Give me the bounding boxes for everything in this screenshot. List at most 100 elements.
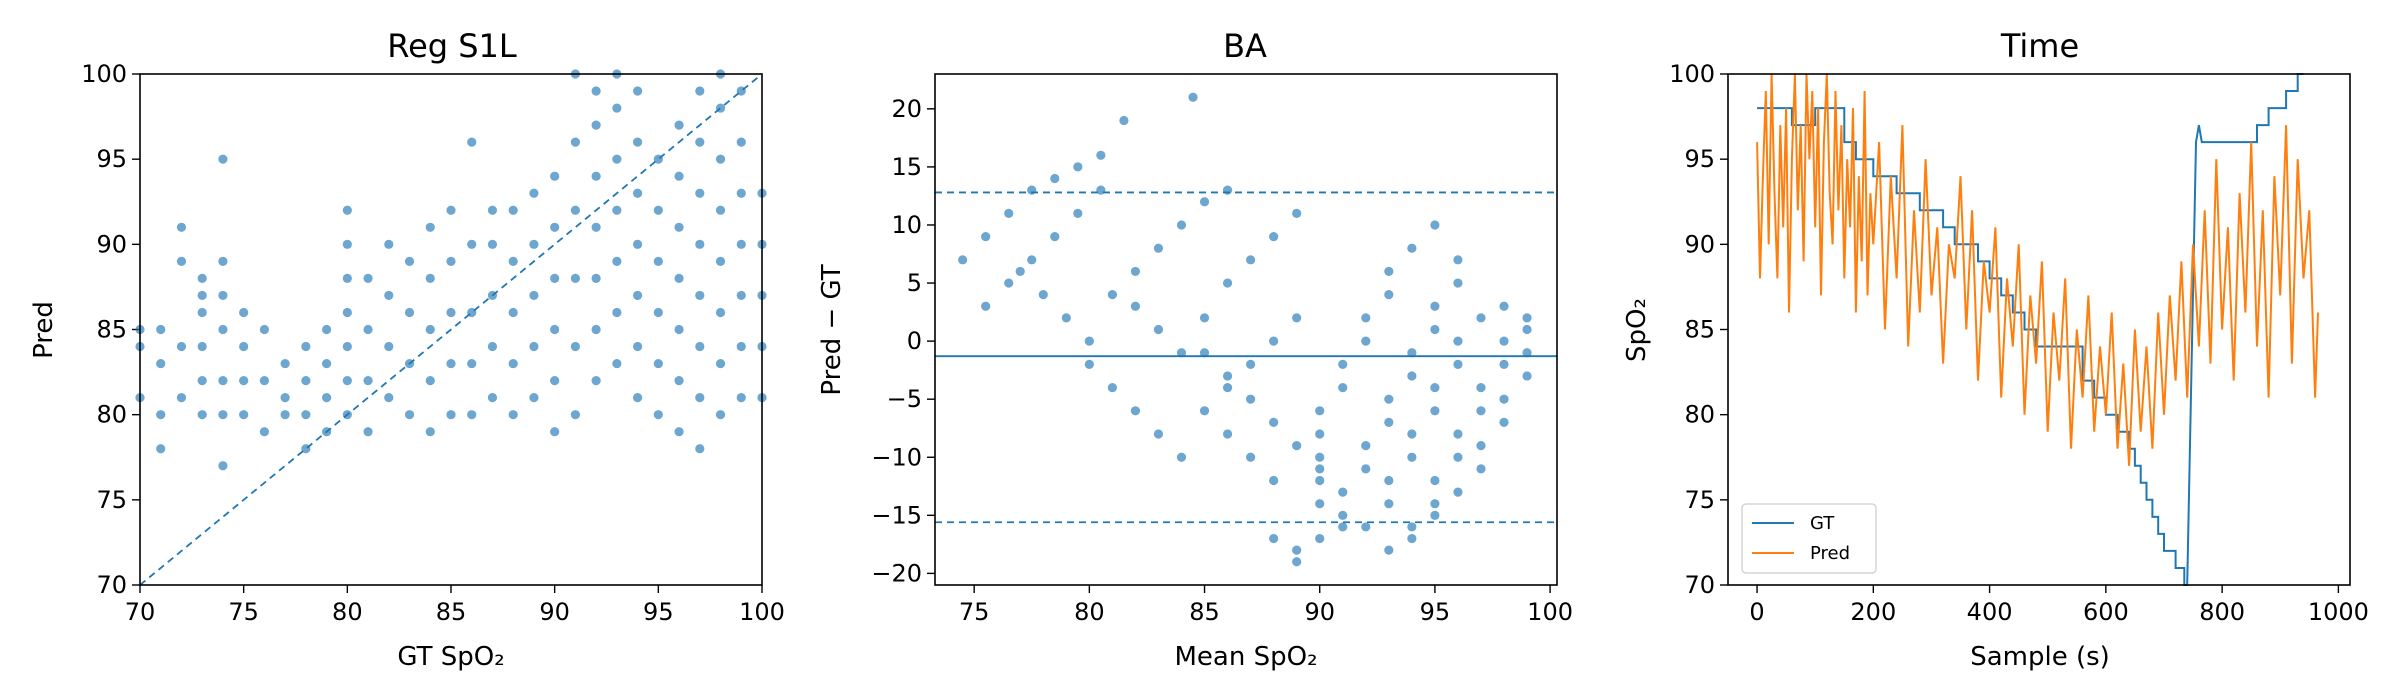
- scatter-point: [322, 427, 332, 437]
- scatter-point: [695, 137, 705, 147]
- y-tick-label: 85: [96, 316, 127, 344]
- scatter-point: [280, 393, 290, 403]
- scatter-point: [322, 324, 332, 335]
- y-tick-label: 85: [1684, 316, 1715, 344]
- y-tick-label: 0: [907, 327, 922, 355]
- scatter-point: [218, 256, 228, 266]
- scatter-point: [1222, 371, 1233, 381]
- scatter-point: [1430, 220, 1440, 230]
- scatter-point: [342, 205, 352, 215]
- y-tick-label: 95: [1684, 145, 1715, 173]
- scatter-point: [1361, 313, 1371, 323]
- scatter-point: [736, 341, 746, 352]
- scatter-point: [1315, 406, 1325, 416]
- scatter-point: [674, 376, 684, 386]
- scatter-point: [384, 239, 394, 249]
- scatter-point: [1176, 220, 1187, 230]
- scatter-point: [695, 188, 705, 198]
- scatter-point: [1050, 173, 1060, 184]
- scatter-point: [550, 273, 560, 283]
- scatter-point: [1246, 255, 1256, 265]
- scatter-point: [736, 393, 746, 403]
- scatter-point: [550, 171, 560, 181]
- scatter-point: [218, 290, 228, 301]
- scatter-point: [176, 222, 187, 232]
- scatter-point: [322, 358, 332, 369]
- scatter-point: [1430, 499, 1440, 509]
- scatter-point: [612, 256, 622, 266]
- scatter-point: [736, 290, 746, 301]
- scatter-point: [653, 358, 663, 369]
- y-tick-label: −10: [871, 443, 922, 471]
- scatter-point: [508, 410, 518, 420]
- scatter-point: [363, 376, 373, 386]
- scatter-point: [156, 358, 166, 369]
- y-tick-label: 70: [1684, 571, 1715, 599]
- scatter-point: [1384, 545, 1394, 555]
- x-tick-label: 80: [1074, 598, 1105, 626]
- scatter-point: [1407, 243, 1417, 253]
- scatter-point: [487, 205, 498, 215]
- axis-ticks: 75 80 85 90 95 100 −20 −15 −10 −5 0 5 10 15 20: [871, 95, 1573, 626]
- scatter-point: [674, 222, 684, 232]
- scatter-point: [1476, 406, 1486, 416]
- scatter-point: [197, 307, 207, 318]
- scatter-point: [570, 137, 581, 147]
- legend-label-gt: GT: [1810, 513, 1835, 534]
- scatter-point: [1407, 371, 1417, 381]
- scatter-point: [384, 393, 394, 403]
- scatter-point: [218, 410, 228, 420]
- scatter-point: [384, 341, 394, 352]
- scatter-point: [259, 376, 269, 386]
- y-tick-label: 90: [1684, 230, 1715, 258]
- plot-frame: [139, 73, 763, 586]
- scatter-point: [633, 137, 643, 147]
- scatter-point: [1522, 313, 1532, 323]
- scatter-point: [1130, 406, 1141, 416]
- scatter-point: [1292, 545, 1302, 555]
- scatter-point: [487, 239, 498, 249]
- x-tick-label: 100: [1527, 598, 1573, 626]
- scatter-point: [1130, 301, 1141, 311]
- scatter-point: [653, 205, 663, 215]
- scatter-point: [384, 290, 394, 301]
- scatter-point: [674, 120, 684, 130]
- x-axis-label: Mean SpO₂: [1175, 642, 1318, 672]
- legend: GT Pred: [1741, 503, 1877, 574]
- scatter-point: [1430, 324, 1440, 335]
- x-axis-label: Sample (s): [1970, 642, 2110, 672]
- scatter-point: [674, 427, 684, 437]
- scatter-point: [1453, 359, 1463, 369]
- scatter-point: [218, 376, 228, 386]
- scatter-point: [1430, 475, 1440, 486]
- scatter-point: [736, 86, 746, 96]
- scatter-point: [467, 137, 477, 147]
- scatter-point: [695, 239, 705, 249]
- scatter-point: [570, 205, 581, 215]
- scatter-point: [156, 444, 166, 454]
- scatter-point: [1107, 290, 1117, 300]
- scatter-point: [301, 444, 311, 454]
- scatter-point: [715, 205, 726, 215]
- scatter-point: [467, 410, 477, 420]
- scatter-point: [1361, 464, 1371, 474]
- scatter-point: [1084, 359, 1094, 369]
- scatter-point: [404, 358, 415, 369]
- scatter-point: [612, 103, 622, 113]
- scatter-point: [1292, 557, 1302, 567]
- scatter-point: [239, 307, 249, 318]
- scatter-point: [1476, 441, 1486, 451]
- scatter-point: [259, 324, 269, 335]
- scatter-point: [425, 222, 435, 232]
- scatter-point: [404, 256, 415, 266]
- scatter-point: [446, 256, 456, 266]
- scatter-point: [1522, 348, 1532, 358]
- scatter-point: [446, 358, 456, 369]
- scatter-point: [176, 341, 187, 352]
- scatter-point: [1038, 290, 1048, 300]
- scatter-point: [633, 239, 643, 249]
- scatter-point: [342, 307, 352, 318]
- scatter-point: [674, 324, 684, 335]
- y-tick-label: −20: [871, 559, 922, 587]
